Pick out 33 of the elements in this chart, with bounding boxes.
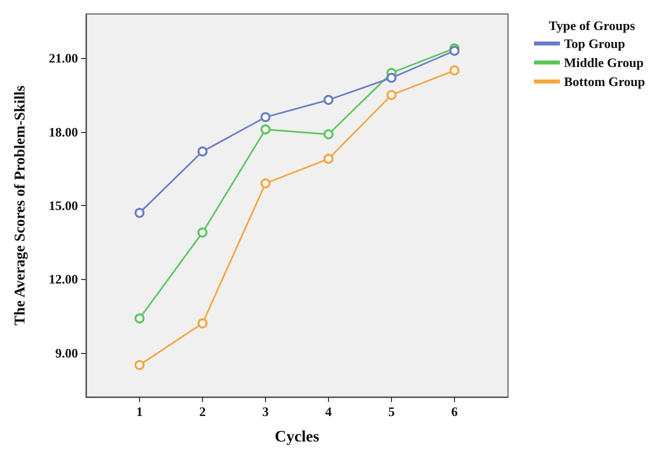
y-tick-label: 9.00: [55, 345, 78, 360]
legend-label: Bottom Group: [564, 74, 645, 89]
point: [386, 90, 396, 100]
point: [260, 124, 271, 134]
x-axis-title: Cycles: [274, 428, 320, 446]
point: [134, 208, 145, 218]
x-tick-label: 6: [451, 404, 458, 419]
point: [134, 313, 145, 324]
point: [134, 360, 145, 370]
x-tick-label: 5: [388, 404, 396, 419]
legend-title: Type of Groups: [548, 18, 635, 33]
x-tick-label: 4: [325, 404, 332, 419]
y-tick-label: 21.00: [48, 50, 78, 66]
point: [260, 112, 271, 122]
y-tick-label: 15.00: [48, 198, 78, 213]
y-axis-title: The Average Scores of Problem-Skills: [12, 85, 28, 326]
y-tick-label: 18.00: [48, 124, 78, 140]
y-tick-label: 12.00: [48, 272, 78, 287]
point: [386, 72, 396, 83]
x-tick-label: 3: [262, 404, 270, 419]
point: [449, 46, 460, 56]
point: [449, 65, 460, 76]
point: [324, 154, 334, 164]
x-tick-label: 1: [136, 404, 143, 419]
point: [260, 178, 271, 188]
legend-label: Top Group: [564, 36, 626, 51]
point: [198, 318, 208, 328]
x-tick-label: 2: [199, 404, 206, 419]
point: [324, 94, 334, 105]
point: [198, 228, 208, 238]
legend-label: Middle Group: [564, 55, 644, 70]
point: [324, 129, 334, 140]
point: [198, 146, 208, 156]
